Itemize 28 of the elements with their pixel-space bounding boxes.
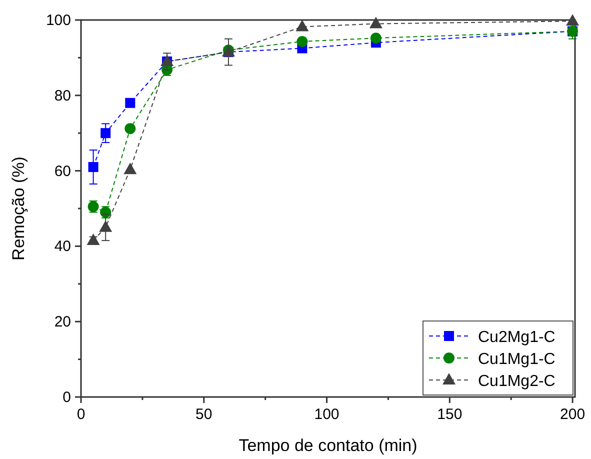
point	[370, 32, 382, 44]
x-tick-label: 150	[437, 406, 462, 423]
y-axis-title: Remoção (%)	[9, 156, 28, 260]
x-tick-label: 200	[560, 406, 586, 423]
x-tick-label: 50	[196, 406, 212, 423]
y-tick-label: 60	[54, 162, 71, 180]
point	[369, 16, 382, 28]
legend-label: Cu2Mg1-C	[478, 329, 556, 346]
point	[125, 98, 136, 108]
y-tick-label: 20	[54, 314, 71, 331]
x-axis-title: Tempo de contato (min)	[238, 436, 418, 455]
y-tick-label: 80	[54, 87, 71, 104]
legend-label: Cu1Mg2-C	[478, 373, 556, 390]
y-tick-label: 100	[46, 12, 71, 29]
legend-label: Cu1Mg1-C	[478, 351, 556, 368]
point	[99, 220, 112, 232]
point	[100, 128, 111, 138]
point	[296, 36, 308, 47]
point	[296, 20, 309, 32]
x-tick-label: 100	[314, 406, 340, 423]
y-tick-label: 0	[62, 389, 71, 406]
x-tick-label: 0	[76, 406, 86, 423]
y-tick-label: 40	[54, 238, 71, 256]
point	[566, 14, 580, 26]
point	[86, 234, 100, 246]
point	[124, 123, 136, 134]
point	[88, 162, 98, 172]
point	[124, 162, 137, 174]
